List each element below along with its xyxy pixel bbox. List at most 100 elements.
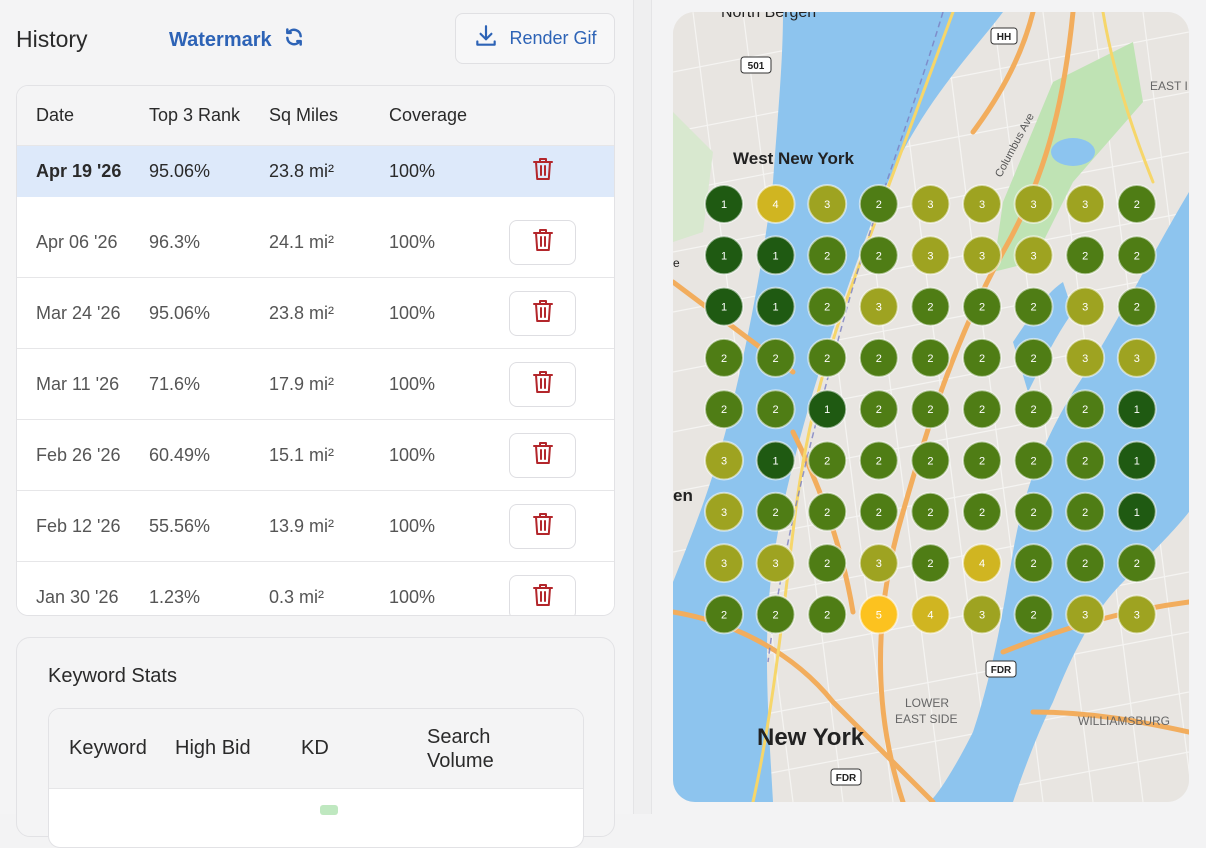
rank-pin[interactable]: 3 xyxy=(910,235,951,276)
rank-pin[interactable]: 2 xyxy=(755,389,796,430)
rank-pin[interactable]: 3 xyxy=(1065,286,1106,327)
rank-pin[interactable]: 2 xyxy=(755,491,796,532)
rank-pin[interactable]: 2 xyxy=(807,594,848,635)
rank-pin[interactable]: 2 xyxy=(1013,491,1054,532)
history-row[interactable]: Apr 06 '26 96.3% 24.1 mi² 100% xyxy=(17,207,614,278)
rank-pin[interactable]: 2 xyxy=(910,389,951,430)
rank-pin[interactable]: 2 xyxy=(1065,235,1106,276)
rank-pin[interactable]: 2 xyxy=(962,440,1002,481)
history-row[interactable]: Feb 12 '26 55.56% 13.9 mi² 100% xyxy=(17,491,614,562)
refresh-icon[interactable] xyxy=(284,27,304,53)
rank-pin[interactable]: 2 xyxy=(962,286,1002,327)
rank-pin[interactable]: 2 xyxy=(807,286,848,327)
rank-pin[interactable]: 2 xyxy=(1116,286,1157,327)
rank-pin[interactable]: 1 xyxy=(704,184,744,224)
history-row[interactable]: Feb 26 '26 60.49% 15.1 mi² 100% xyxy=(17,420,614,491)
rank-pin[interactable]: 2 xyxy=(704,337,744,378)
delete-button[interactable] xyxy=(509,503,576,549)
rank-pin[interactable]: 1 xyxy=(704,286,744,327)
rank-pin[interactable]: 3 xyxy=(807,184,848,224)
history-row[interactable]: Mar 24 '26 95.06% 23.8 mi² 100% xyxy=(17,278,614,349)
history-row[interactable]: Apr 19 '26 95.06% 23.8 mi² 100% xyxy=(17,146,614,207)
rank-pin[interactable]: 2 xyxy=(962,337,1002,378)
rank-pin[interactable]: 1 xyxy=(704,235,744,276)
rank-pin[interactable]: 2 xyxy=(1013,594,1054,635)
rank-pin[interactable]: 2 xyxy=(807,440,848,481)
rank-pin[interactable]: 2 xyxy=(1013,543,1054,584)
rank-pin[interactable]: 2 xyxy=(1065,491,1106,532)
rank-pin[interactable]: 3 xyxy=(1065,184,1106,224)
rank-pin[interactable]: 4 xyxy=(962,543,1002,584)
rank-pin[interactable]: 2 xyxy=(962,491,1002,532)
rank-pin[interactable]: 2 xyxy=(910,491,951,532)
rank-pin[interactable]: 3 xyxy=(962,594,1002,635)
rank-pin[interactable]: 4 xyxy=(910,594,951,635)
delete-button[interactable] xyxy=(509,219,576,265)
rank-pin[interactable]: 4 xyxy=(755,184,796,224)
rank-pin[interactable]: 3 xyxy=(858,543,899,584)
rank-pin[interactable]: 2 xyxy=(807,337,848,378)
rank-pin[interactable]: 2 xyxy=(1065,389,1106,430)
delete-button[interactable] xyxy=(509,432,576,478)
rank-pin[interactable]: 2 xyxy=(1013,286,1054,327)
history-row[interactable]: Jan 30 '26 1.23% 0.3 mi² 100% xyxy=(17,562,614,615)
rank-pin[interactable]: 2 xyxy=(1065,543,1106,584)
delete-button[interactable] xyxy=(509,361,576,407)
rank-pin[interactable]: 5 xyxy=(858,594,899,635)
rank-pin[interactable]: 3 xyxy=(704,491,744,532)
rank-pin[interactable]: 3 xyxy=(1116,594,1157,635)
rank-pin[interactable]: 2 xyxy=(704,389,744,430)
watermark-toggle[interactable]: Watermark xyxy=(169,27,304,53)
rank-pin[interactable]: 3 xyxy=(910,184,951,224)
rank-pin[interactable]: 2 xyxy=(858,235,899,276)
rank-pin[interactable]: 3 xyxy=(1065,337,1106,378)
rank-pin[interactable]: 3 xyxy=(755,543,796,584)
rank-pin[interactable]: 3 xyxy=(962,235,1002,276)
rank-pin[interactable]: 2 xyxy=(755,594,796,635)
rank-pin[interactable]: 1 xyxy=(807,389,848,430)
rank-pin[interactable]: 3 xyxy=(1013,235,1054,276)
rank-pin[interactable]: 2 xyxy=(755,337,796,378)
rank-pin[interactable]: 2 xyxy=(1013,440,1054,481)
rank-pin[interactable]: 2 xyxy=(858,491,899,532)
delete-button[interactable] xyxy=(509,574,576,615)
rank-pin[interactable]: 1 xyxy=(755,286,796,327)
rank-pin[interactable]: 1 xyxy=(755,440,796,481)
rank-pin[interactable]: 2 xyxy=(1013,337,1054,378)
rank-pin[interactable]: 2 xyxy=(704,594,744,635)
rank-pin[interactable]: 2 xyxy=(910,543,951,584)
rank-pin[interactable]: 2 xyxy=(807,543,848,584)
rank-pin[interactable]: 3 xyxy=(1013,184,1054,224)
render-gif-button[interactable]: Render Gif xyxy=(455,13,615,64)
rank-pin[interactable]: 3 xyxy=(1116,337,1157,378)
rank-pin[interactable]: 3 xyxy=(962,184,1002,224)
rank-pin[interactable]: 2 xyxy=(910,440,951,481)
rank-pin[interactable]: 3 xyxy=(704,440,744,481)
rank-pin[interactable]: 2 xyxy=(807,235,848,276)
rank-pin[interactable]: 1 xyxy=(1116,440,1157,481)
rank-pin[interactable]: 2 xyxy=(1116,184,1157,224)
rank-pin[interactable]: 2 xyxy=(1065,440,1106,481)
rank-pin-circle xyxy=(962,389,1002,430)
rank-pin[interactable]: 1 xyxy=(755,235,796,276)
rank-pin[interactable]: 2 xyxy=(962,389,1002,430)
rank-pin[interactable]: 1 xyxy=(1116,491,1157,532)
rank-pin[interactable]: 2 xyxy=(858,337,899,378)
delete-button[interactable] xyxy=(509,149,576,194)
delete-button[interactable] xyxy=(509,290,576,336)
rank-pin[interactable]: 1 xyxy=(1116,389,1157,430)
rank-pin[interactable]: 2 xyxy=(858,440,899,481)
rank-pin[interactable]: 2 xyxy=(807,491,848,532)
rank-pin[interactable]: 2 xyxy=(910,286,951,327)
rank-pin[interactable]: 3 xyxy=(1065,594,1106,635)
history-row[interactable]: Mar 11 '26 71.6% 17.9 mi² 100% xyxy=(17,349,614,420)
rank-pin[interactable]: 2 xyxy=(1116,543,1157,584)
rank-pin[interactable]: 3 xyxy=(704,543,744,584)
rank-pin[interactable]: 2 xyxy=(910,337,951,378)
rank-pin[interactable]: 2 xyxy=(1116,235,1157,276)
rank-pin[interactable]: 2 xyxy=(858,184,899,224)
rank-pin[interactable]: 2 xyxy=(858,389,899,430)
rank-map[interactable]: North Bergen West New York Columbus Ave … xyxy=(673,12,1189,802)
rank-pin[interactable]: 2 xyxy=(1013,389,1054,430)
rank-pin[interactable]: 3 xyxy=(858,286,899,327)
